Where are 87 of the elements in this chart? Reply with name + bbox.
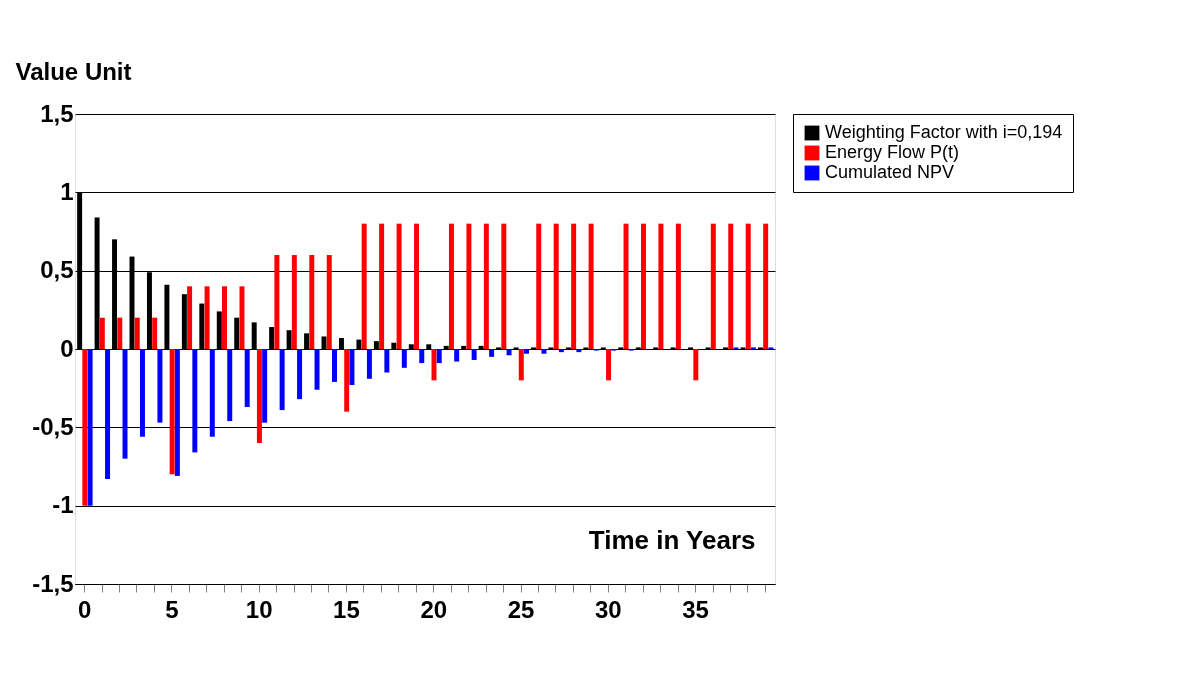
bar <box>187 286 193 349</box>
legend-label: Weighting Factor with i=0,194 <box>825 122 1063 142</box>
bar <box>454 349 460 362</box>
bar <box>192 349 198 453</box>
bar <box>117 317 123 349</box>
bar <box>489 349 495 357</box>
y-axis-title: Value Unit <box>15 57 132 85</box>
bar <box>640 223 646 349</box>
bar <box>314 349 320 390</box>
bar <box>344 349 350 412</box>
bar <box>204 286 210 349</box>
bar <box>518 349 524 381</box>
bar <box>483 223 489 349</box>
bar <box>139 349 145 437</box>
bar <box>82 349 88 506</box>
bar <box>745 223 751 349</box>
bar <box>332 349 337 382</box>
bar <box>157 349 163 423</box>
bar <box>728 223 734 349</box>
bar <box>588 223 594 349</box>
bar <box>571 223 577 349</box>
bar <box>471 349 477 360</box>
bar <box>349 349 355 386</box>
bar <box>99 317 105 349</box>
bar <box>763 223 769 349</box>
bar <box>414 223 420 349</box>
bar <box>256 349 262 443</box>
x-tick-label: 10 <box>245 595 273 623</box>
x-tick-label: 30 <box>594 595 622 623</box>
bar <box>87 349 93 506</box>
bar <box>466 223 472 349</box>
bar <box>553 223 559 349</box>
bar <box>419 349 425 364</box>
legend-label: Energy Flow P(t) <box>825 142 960 162</box>
bar <box>209 349 215 437</box>
y-tick-label: -0,5 <box>32 412 74 440</box>
bar <box>501 223 507 349</box>
x-tick-label: 20 <box>420 595 448 623</box>
y-tick-label: -1 <box>52 491 74 519</box>
bar <box>693 349 699 381</box>
bar <box>710 223 716 349</box>
bar <box>222 286 227 349</box>
bar <box>576 349 582 353</box>
bar <box>361 223 367 349</box>
bar <box>396 223 402 349</box>
bar <box>558 349 564 353</box>
bar <box>366 349 372 379</box>
bar <box>506 349 512 356</box>
y-tick-label: 1 <box>60 177 74 205</box>
bar <box>675 223 681 349</box>
bar <box>105 349 111 480</box>
bar <box>606 349 612 381</box>
x-tick-label: 25 <box>507 595 535 623</box>
bar <box>152 317 158 349</box>
y-tick-label: 1,5 <box>40 99 74 127</box>
bar <box>541 349 547 354</box>
bar <box>401 349 407 368</box>
x-tick-label: 35 <box>682 595 709 623</box>
bar <box>436 349 442 364</box>
bar <box>262 349 268 423</box>
bar <box>291 255 297 349</box>
bar <box>524 349 529 354</box>
bar <box>134 317 140 349</box>
x-tick-label: 5 <box>165 595 179 623</box>
bar <box>379 223 385 349</box>
bar <box>309 255 315 349</box>
bar <box>384 349 390 373</box>
y-tick-label: 0,5 <box>40 256 74 284</box>
bar <box>122 349 128 459</box>
bar <box>448 223 454 349</box>
bar <box>169 349 175 475</box>
bar <box>326 255 332 349</box>
bar <box>244 349 250 407</box>
bar <box>279 349 285 411</box>
x-tick-label: 15 <box>333 595 360 623</box>
bar <box>239 286 245 349</box>
bar <box>227 349 233 422</box>
x-tick-label: 0 <box>77 595 92 623</box>
x-axis-title: Time in Years <box>588 525 756 556</box>
bar <box>536 223 542 349</box>
bar <box>658 223 664 349</box>
y-tick-label: 0 <box>60 334 74 362</box>
legend-label: Cumulated NPV <box>825 162 955 182</box>
bar <box>174 349 180 476</box>
y-tick-label: -1,5 <box>32 569 74 597</box>
bar <box>297 349 303 400</box>
bar <box>274 255 280 349</box>
